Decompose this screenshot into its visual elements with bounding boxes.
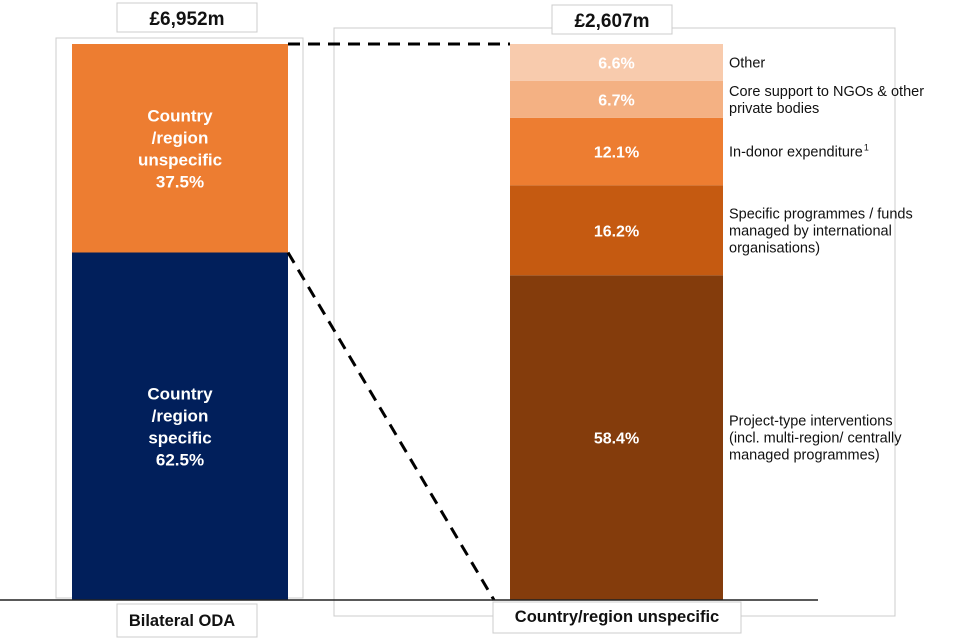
right-category-label: Country/region unspecific [515,608,719,626]
right-category-labels: Project-type interventions(incl. multi-r… [729,55,924,463]
category-label-core-support-to-ngos-other-private-bodies: private bodies [729,101,819,117]
segment-name-country-region-specific: /region [152,406,209,425]
segment-value-in-donor-expenditure: 12.1% [594,145,639,162]
bar-segment-in-donor-expenditure [510,117,723,186]
segment-value-country-region-unspecific: 37.5% [156,172,204,191]
left-category-label: Bilateral ODA [129,612,235,630]
segment-name-country-region-unspecific: unspecific [138,150,222,169]
bar-segment-specific-programmes-funds-managed-by-international-organisations [510,185,723,276]
category-label-other: Other [729,55,765,71]
bar-segment-core-support-to-ngos-other-private-bodies [510,80,723,118]
category-footnote-marker: 1 [864,143,869,153]
right-category-box [492,601,742,634]
segment-value-specific-programmes-funds-managed-by-international-organisations: 16.2% [594,223,639,240]
left-total-box [116,2,258,33]
right-stacked-bar: 58.4% 16.2% 12.1% 6.7% 6.6% [510,44,723,600]
left-stacked-bar: Country/region specific 62.5% Country/regio… [72,44,288,600]
category-label-in-donor-expenditure: In-donor expenditure [729,145,863,161]
bar-segment-project-type-interventions-incl-multi-region-centrally-managed-programmes [510,275,723,600]
left-total-label: £6,952m [149,9,224,30]
left-category-box [116,603,258,638]
category-label-project-type-interventions-incl-multi-region-centrally-managed-programmes: (incl. multi-region/ centrally [729,431,902,447]
category-label-specific-programmes-funds-managed-by-international-organisations: managed by international [729,223,892,239]
category-label-project-type-interventions-incl-multi-region-centrally-managed-programmes: managed programmes) [729,448,880,464]
right-total-label: £2,607m [574,11,649,32]
segment-name-country-region-specific: specific [148,428,211,447]
bar-segment-other [510,44,723,81]
category-label-core-support-to-ngos-other-private-bodies: Core support to NGOs & other [729,84,924,100]
category-label-specific-programmes-funds-managed-by-international-organisations: organisations) [729,240,820,256]
segment-name-country-region-unspecific: /region [152,128,209,147]
right-total-box [551,4,673,35]
segment-value-project-type-interventions-incl-multi-region-centrally-managed-programmes: 58.4% [594,431,639,448]
segment-name-country-region-specific: Country [147,384,213,403]
segment-name-country-region-unspecific: Country [147,106,213,125]
segment-value-country-region-specific: 62.5% [156,450,204,469]
segment-value-core-support-to-ngos-other-private-bodies: 6.7% [598,92,634,109]
category-label-specific-programmes-funds-managed-by-international-organisations: Specific programmes / funds [729,206,913,222]
category-label-project-type-interventions-incl-multi-region-centrally-managed-programmes: Project-type interventions [729,414,893,430]
bar-segment-country-region-specific [72,252,288,600]
segment-value-other: 6.6% [598,55,634,72]
connector-line-bottom [286,251,496,601]
bar-segment-country-region-unspecific [72,44,288,253]
